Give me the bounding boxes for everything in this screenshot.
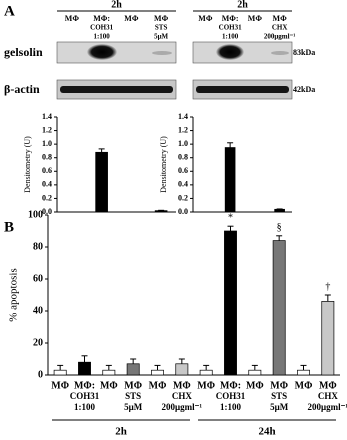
bar (248, 369, 262, 376)
y-axis-label: Densitometry (U) (159, 136, 168, 193)
blot-row-label: β-actin (4, 82, 40, 96)
y-tick-label: 80 (33, 241, 43, 252)
category-label: MΦ (124, 14, 139, 23)
category-label: 1:100 (222, 33, 239, 41)
y-tick-label: 1.0 (178, 139, 188, 148)
bar (154, 210, 168, 213)
category-label: COH31 (70, 391, 100, 401)
annotation: § (277, 222, 282, 233)
bar (224, 230, 237, 376)
category-label: MΦ: (74, 380, 95, 391)
category-label: 5μM (154, 33, 168, 41)
category-label: STS (155, 24, 168, 32)
y-tick-label: 0.0 (42, 207, 52, 216)
category-label: MΦ (149, 380, 167, 391)
bar (95, 151, 108, 213)
category-label: 200μgml⁻¹ (264, 33, 296, 41)
y-tick-label: 1.4 (178, 112, 188, 121)
bar (274, 208, 285, 213)
category-label: MΦ: (222, 14, 239, 23)
panel-label: B (4, 219, 14, 235)
bar (53, 369, 67, 376)
category-label: MΦ (198, 14, 213, 23)
category-label: MΦ (197, 380, 215, 391)
category-label: CHX (172, 391, 193, 401)
category-label: MΦ (65, 14, 80, 23)
category-label: MΦ (51, 380, 69, 391)
category-label: 200μgml⁻¹ (162, 402, 203, 412)
category-label: CHX (272, 24, 288, 32)
category-label: 5μM (124, 402, 143, 412)
y-tick-label: 0.4 (178, 180, 188, 189)
category-label: MΦ (154, 14, 169, 23)
category-label: 1:100 (93, 33, 110, 41)
y-tick-label: 0 (38, 369, 43, 380)
group-label: 2h (115, 426, 127, 438)
y-tick-label: 0.8 (178, 153, 188, 162)
y-tick-label: 0.6 (178, 166, 188, 175)
category-label: 1:100 (74, 402, 95, 412)
category-label: COH31 (216, 391, 246, 401)
bar (78, 361, 91, 376)
category-label: 1:100 (220, 402, 241, 412)
y-axis-label: Densitometry (U) (23, 136, 32, 193)
y-tick-label: 100 (28, 209, 43, 220)
panel-label: A (4, 3, 15, 19)
category-label: MΦ (273, 14, 288, 23)
y-tick-label: 1.2 (42, 125, 52, 134)
category-label: 5μM (270, 402, 289, 412)
category-label: STS (125, 391, 141, 401)
category-label: MΦ (246, 380, 264, 391)
category-label: MΦ (124, 380, 142, 391)
bar (321, 301, 335, 376)
group-label: 24h (258, 426, 275, 438)
blot-row-label: gelsolin (4, 45, 43, 59)
bar (175, 363, 189, 376)
category-label: CHX (318, 391, 339, 401)
y-tick-label: 0.0 (178, 207, 188, 216)
bar (272, 240, 286, 376)
y-tick-label: 0.6 (42, 166, 52, 175)
category-label: COH31 (219, 24, 242, 32)
y-axis-label: % apoptosis (8, 268, 20, 321)
bar (151, 369, 164, 376)
blot-marker: 42kDa (293, 85, 315, 94)
category-label: MΦ (270, 380, 288, 391)
bar (297, 369, 310, 376)
category-label: MΦ: (220, 380, 241, 391)
y-tick-label: 0.4 (42, 180, 52, 189)
y-tick-label: 0.2 (42, 193, 52, 202)
category-label: MΦ (100, 380, 118, 391)
category-label: MΦ (319, 380, 337, 391)
category-label: MΦ (295, 380, 313, 391)
y-tick-label: 20 (33, 337, 43, 348)
category-label: MΦ: (93, 14, 110, 23)
annotation: * (228, 212, 233, 223)
group-title: 2h (237, 0, 248, 10)
bar (224, 147, 236, 213)
y-tick-label: 1.4 (42, 112, 52, 121)
y-tick-label: 0.8 (42, 153, 52, 162)
category-label: MΦ (248, 14, 263, 23)
y-tick-label: 1.0 (42, 139, 52, 148)
y-tick-label: 60 (33, 273, 43, 284)
y-tick-label: 40 (33, 305, 43, 316)
y-tick-label: 1.2 (178, 125, 188, 134)
blot-marker: 83kDa (293, 48, 315, 57)
annotation: † (325, 281, 330, 292)
y-tick-label: 0.2 (178, 193, 188, 202)
bar (126, 363, 140, 376)
group-title: 2h (111, 0, 122, 10)
bar (199, 369, 213, 376)
blot (56, 41, 293, 100)
category-label: STS (271, 391, 287, 401)
category-label: COH31 (90, 24, 113, 32)
category-label: 200μgml⁻¹ (308, 402, 347, 412)
category-label: MΦ (173, 380, 191, 391)
bar (102, 369, 116, 376)
